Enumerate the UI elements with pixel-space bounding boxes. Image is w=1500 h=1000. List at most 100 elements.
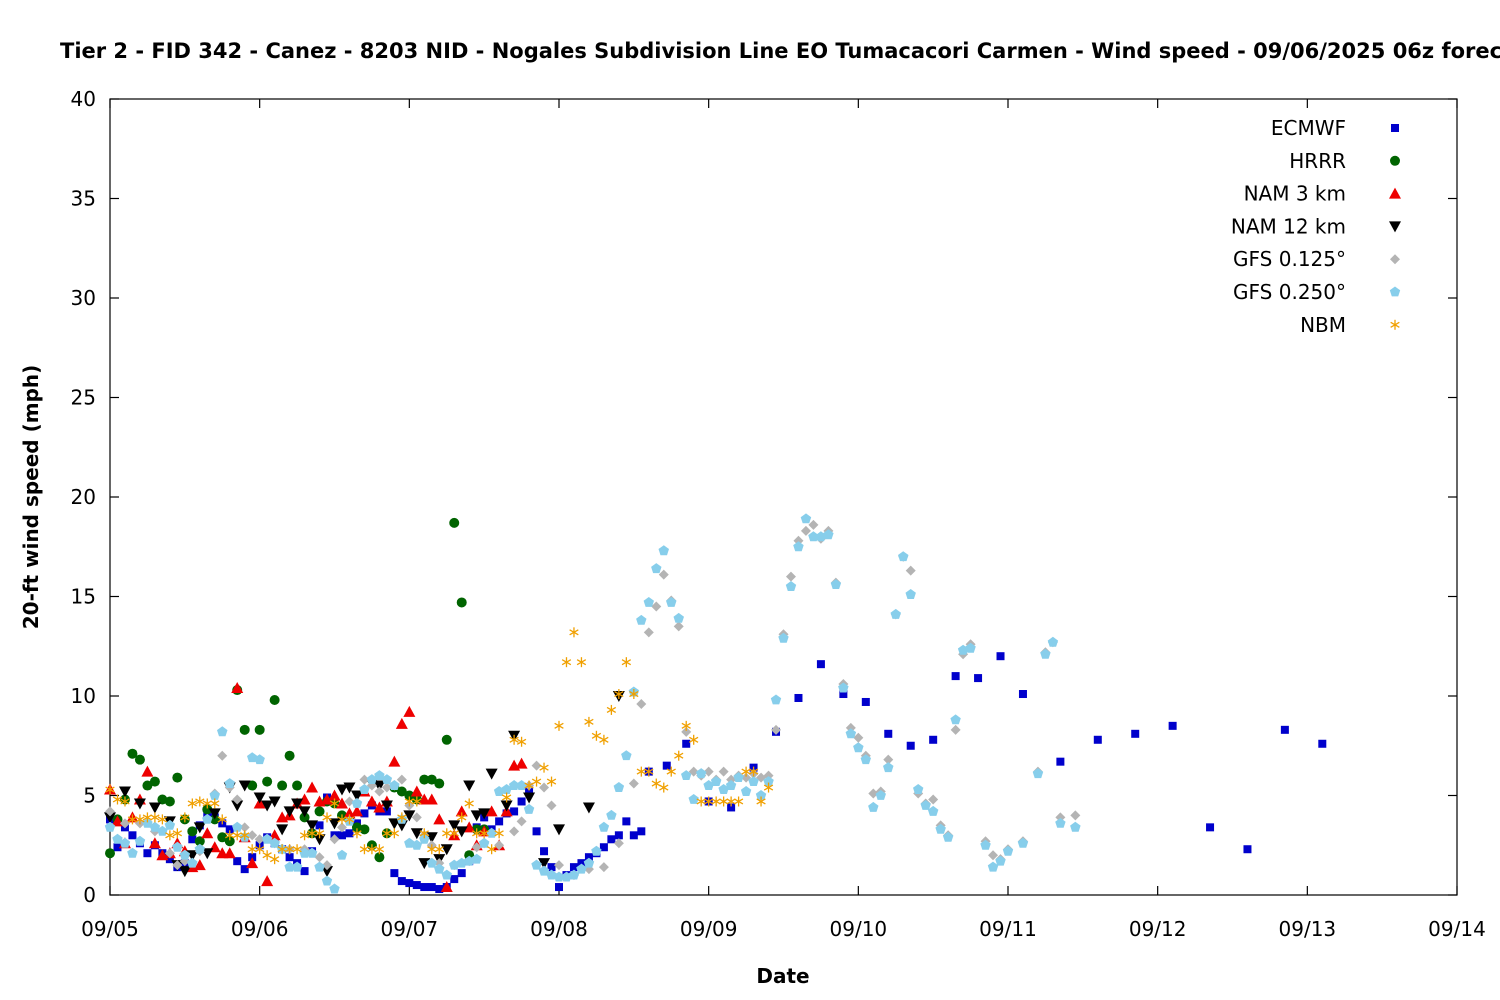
data-point bbox=[651, 601, 662, 612]
data-point bbox=[403, 705, 416, 717]
data-point bbox=[224, 778, 235, 788]
data-point bbox=[508, 780, 520, 790]
data-point bbox=[629, 831, 638, 840]
data-point bbox=[180, 812, 190, 823]
y-tick-label: 15 bbox=[71, 585, 96, 609]
data-point bbox=[239, 724, 250, 735]
data-point bbox=[539, 762, 549, 773]
data-point bbox=[403, 810, 416, 822]
data-point bbox=[613, 782, 625, 792]
data-point bbox=[785, 581, 797, 591]
data-point bbox=[471, 842, 482, 853]
axis-ticks: 09/05 09/06 09/07 09/08 09/09 09/10 09/11 09/12… bbox=[71, 87, 1486, 941]
data-point bbox=[329, 834, 340, 845]
data-point bbox=[771, 724, 782, 735]
data-point bbox=[517, 797, 526, 806]
data-point bbox=[748, 766, 759, 777]
data-point bbox=[598, 821, 610, 832]
data-point bbox=[883, 762, 894, 773]
data-point bbox=[913, 784, 924, 794]
data-point bbox=[367, 844, 377, 855]
data-point bbox=[463, 780, 476, 792]
data-point bbox=[516, 780, 527, 790]
y-tick-label: 35 bbox=[71, 187, 96, 211]
data-point bbox=[359, 844, 370, 855]
data-point bbox=[1040, 648, 1051, 659]
data-point bbox=[164, 848, 175, 859]
data-point bbox=[374, 770, 385, 780]
data-point bbox=[336, 849, 348, 860]
data-point bbox=[531, 859, 542, 870]
data-point bbox=[172, 841, 183, 852]
data-point bbox=[329, 883, 340, 894]
data-point bbox=[210, 798, 220, 809]
data-point bbox=[359, 824, 370, 835]
data-point bbox=[157, 794, 168, 805]
data-point bbox=[224, 836, 235, 847]
data-point bbox=[426, 857, 437, 868]
data-point bbox=[658, 545, 669, 556]
data-point bbox=[576, 863, 587, 874]
data-point bbox=[607, 835, 616, 844]
data-point bbox=[165, 830, 175, 841]
data-point bbox=[974, 674, 983, 683]
data-point bbox=[277, 780, 288, 791]
data-point bbox=[223, 847, 236, 859]
data-point bbox=[1017, 837, 1029, 848]
data-point bbox=[523, 803, 535, 814]
data-point bbox=[515, 757, 528, 769]
data-point bbox=[299, 830, 310, 841]
data-point bbox=[233, 857, 242, 866]
data-point bbox=[591, 845, 602, 856]
data-point bbox=[988, 850, 999, 861]
data-point bbox=[246, 857, 259, 869]
data-point bbox=[455, 805, 468, 817]
data-point bbox=[726, 796, 736, 807]
data-point bbox=[420, 883, 429, 892]
data-point bbox=[261, 833, 273, 844]
data-point bbox=[321, 793, 334, 805]
data-point bbox=[119, 818, 130, 829]
data-point bbox=[1056, 757, 1065, 766]
data-point bbox=[187, 798, 197, 809]
data-point bbox=[300, 867, 309, 876]
data-point bbox=[405, 879, 414, 888]
data-point bbox=[703, 766, 714, 777]
data-point bbox=[606, 809, 617, 820]
data-point bbox=[479, 828, 489, 839]
data-point bbox=[411, 812, 422, 823]
data-point bbox=[194, 836, 205, 847]
data-point bbox=[688, 794, 699, 804]
data-point bbox=[322, 812, 332, 823]
data-point bbox=[538, 865, 550, 876]
data-point bbox=[306, 781, 319, 793]
data-point bbox=[696, 796, 706, 807]
data-point bbox=[950, 724, 961, 735]
data-point bbox=[793, 541, 804, 552]
data-point bbox=[351, 822, 362, 833]
data-point bbox=[472, 828, 482, 839]
data-point bbox=[187, 857, 198, 868]
data-point bbox=[584, 716, 594, 727]
data-point bbox=[448, 820, 461, 832]
data-point bbox=[689, 734, 699, 745]
data-point bbox=[995, 855, 1006, 866]
data-point bbox=[352, 828, 362, 839]
legend: ECMWF HRRR NAM 3 km NAM 12 km GFS 0.125° GFS … bbox=[1231, 116, 1401, 337]
x-tick-label: 09/13 bbox=[1279, 917, 1337, 941]
data-point bbox=[298, 793, 311, 805]
data-point bbox=[598, 862, 609, 873]
data-point bbox=[1055, 817, 1066, 828]
data-point bbox=[681, 726, 692, 737]
data-point bbox=[337, 814, 347, 825]
data-point bbox=[1070, 810, 1081, 821]
data-point bbox=[261, 800, 274, 812]
data-point bbox=[232, 821, 243, 832]
data-point bbox=[733, 796, 744, 807]
data-point bbox=[546, 869, 557, 880]
data-point bbox=[335, 784, 348, 796]
y-tick-label: 40 bbox=[71, 87, 96, 111]
data-point bbox=[217, 726, 228, 737]
data-point bbox=[292, 780, 303, 791]
data-point bbox=[425, 793, 438, 805]
